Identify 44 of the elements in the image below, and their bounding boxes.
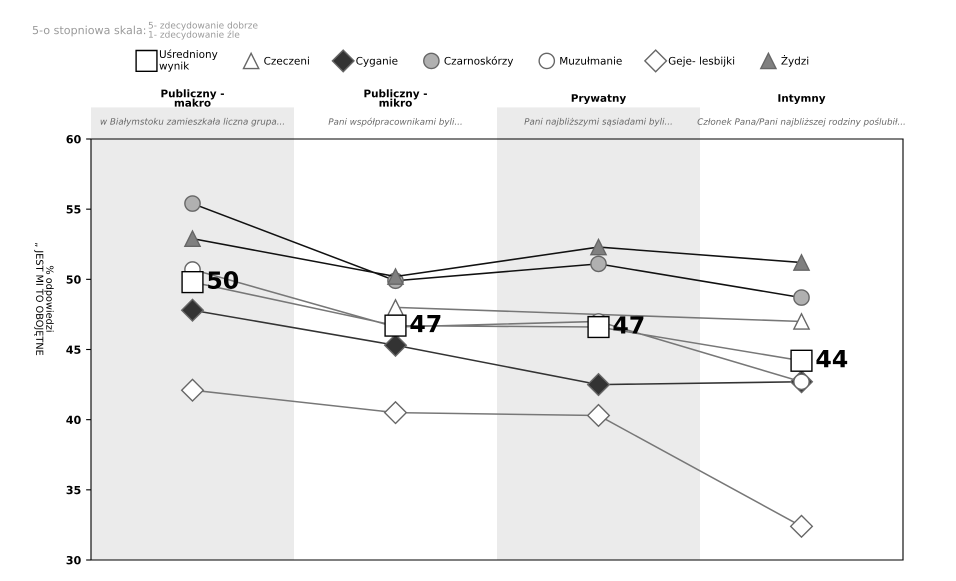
x-tick-label: Intymny — [778, 94, 826, 104]
x-tick-label: Publiczny - makro — [161, 89, 224, 107]
y-tick-label: 50 — [66, 275, 81, 284]
text: Członek Pana/Pani najbliższej rodziny poślubił... — [698, 118, 905, 127]
text: w Białymstoku zamieszkała liczna grupa... — [100, 118, 284, 126]
chart-title: 5-o stopniowa skala: — [32, 26, 146, 36]
y-tick-label: 45 — [66, 346, 80, 354]
point — [387, 268, 404, 285]
legend-label: Cyganie — [356, 56, 398, 67]
point — [184, 230, 201, 247]
y-axis-title: % odpowiedzi „ JEST MI TO OBOJĘTNE — [34, 243, 54, 356]
point — [793, 254, 810, 271]
point — [587, 404, 610, 427]
point — [181, 298, 204, 322]
y-tick-label: 30 — [66, 556, 81, 564]
y-tick-label: 55 — [66, 205, 80, 214]
text: Pani współpracownikami byli... — [328, 118, 462, 127]
point — [793, 289, 810, 306]
text: 5- zdecydowanie dobrze — [148, 22, 258, 30]
legend-label: Żydzi — [781, 55, 808, 67]
data-label: 47 — [410, 314, 440, 332]
y-tick-label: 35 — [66, 486, 80, 494]
legend-label: Czarnoskórzy — [444, 56, 514, 67]
point — [181, 271, 204, 294]
point — [384, 314, 407, 337]
point — [590, 256, 607, 272]
point — [587, 316, 610, 338]
data-label: 50 — [208, 271, 238, 289]
legend-label: Geje- lesbijki — [668, 56, 734, 67]
legend-label: Muzułmanie — [560, 56, 622, 65]
point — [587, 373, 610, 396]
data-label: 47 — [613, 316, 644, 334]
text: 1- zdecydowanie źle — [148, 30, 240, 40]
x-tick-label: Publiczny - mikro — [364, 89, 427, 107]
point — [184, 195, 201, 212]
y-tick-label: 40 — [66, 416, 81, 424]
point — [181, 378, 204, 402]
data-label: 44 — [816, 350, 848, 368]
legend-label: Uśredniony wynik — [159, 50, 218, 72]
x-tick-label: Prywatny — [572, 94, 626, 104]
text: Pani najbliższymi sąsiadami byli... — [524, 118, 672, 126]
legend-label: Czeczeni — [264, 56, 309, 65]
y-tick-label: 60 — [66, 134, 81, 144]
point — [590, 238, 607, 256]
